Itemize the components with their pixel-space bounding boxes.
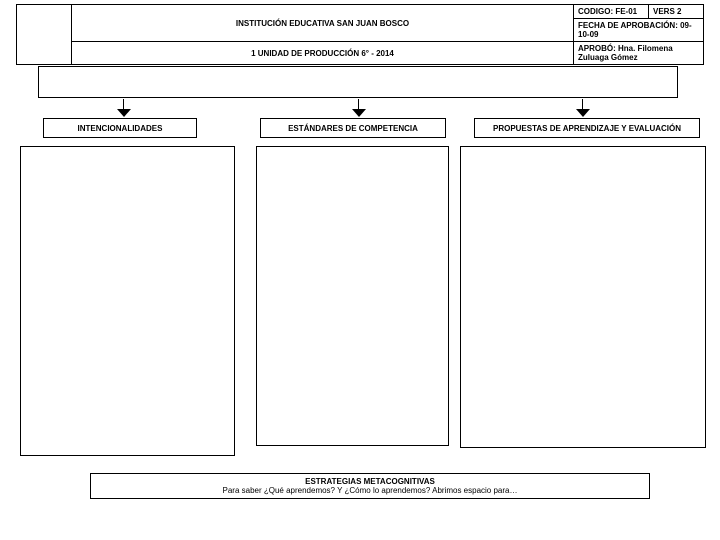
unit-title: 1 UNIDAD DE PRODUCCIÓN 6° - 2014 <box>72 42 574 65</box>
col3-header: PROPUESTAS DE APRENDIZAJE Y EVALUACIÓN <box>474 118 700 138</box>
col1-box <box>20 146 235 456</box>
col2-label: ESTÁNDARES DE COMPETENCIA <box>288 124 418 133</box>
codigo-cell: CODIGO: FE-01 <box>574 5 649 19</box>
arrow-icon <box>117 99 131 117</box>
arrow-icon <box>576 99 590 117</box>
aprobo-cell: APROBÓ: Hna. Filomena Zuluaga Gómez <box>574 42 704 65</box>
logo-cell <box>17 5 72 65</box>
col3-label: PROPUESTAS DE APRENDIZAJE Y EVALUACIÓN <box>493 124 681 133</box>
fecha-cell: FECHA DE APROBACIÓN: 09-10-09 <box>574 19 704 42</box>
footer-box: ESTRATEGIAS METACOGNITIVAS Para saber ¿Q… <box>90 473 650 499</box>
col1-header: INTENCIONALIDADES <box>43 118 197 138</box>
col2-header: ESTÁNDARES DE COMPETENCIA <box>260 118 446 138</box>
banner-box <box>38 66 678 98</box>
col3-box <box>460 146 706 448</box>
col1-label: INTENCIONALIDADES <box>78 124 163 133</box>
footer-text: Para saber ¿Qué aprendemos? Y ¿Cómo lo a… <box>95 486 645 495</box>
footer-title: ESTRATEGIAS METACOGNITIVAS <box>95 477 645 486</box>
header-table: INSTITUCIÓN EDUCATIVA SAN JUAN BOSCO COD… <box>16 4 704 65</box>
col2-box <box>256 146 449 446</box>
institution-title: INSTITUCIÓN EDUCATIVA SAN JUAN BOSCO <box>72 5 574 42</box>
version-cell: VERS 2 <box>649 5 704 19</box>
arrow-icon <box>352 99 366 117</box>
